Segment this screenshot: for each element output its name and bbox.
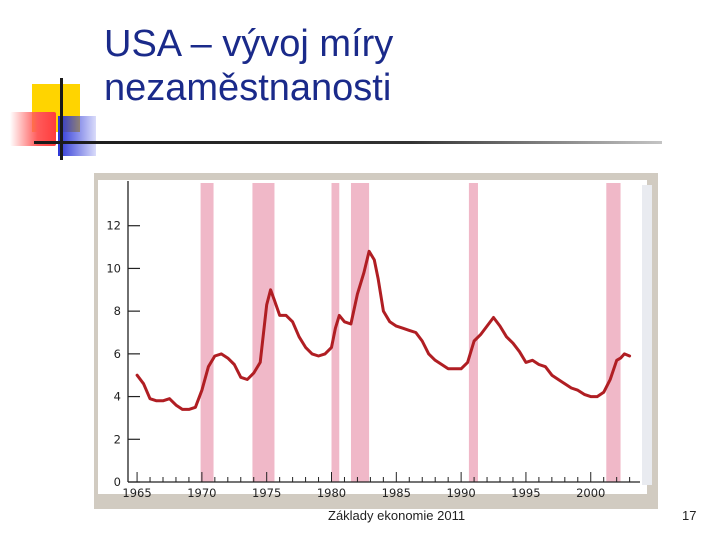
slide-footer: Základy ekonomie 2011 (328, 508, 466, 523)
y-tick-label-12: 12 (106, 219, 121, 233)
x-tick-label-1995: 1995 (511, 486, 540, 500)
decor-red-bar (10, 112, 56, 146)
plot-background (98, 180, 647, 494)
x-tick-label-2000: 2000 (576, 486, 605, 500)
y-tick-label-4: 4 (114, 390, 121, 404)
x-tick-label-1985: 1985 (382, 486, 411, 500)
recession-band-0 (200, 183, 214, 482)
y-tick-label-0: 0 (114, 475, 121, 489)
decor-vertical-line (60, 78, 63, 160)
recession-band-5 (606, 183, 621, 482)
slide-title-line-2: nezaměstnanosti (104, 67, 392, 109)
y-tick-label-2: 2 (114, 432, 121, 446)
slide-title-line-1: USA – vývoj míry (104, 23, 394, 65)
x-tick-label-1980: 1980 (317, 486, 346, 500)
x-tick-label-1970: 1970 (187, 486, 216, 500)
decor-blue-square (58, 116, 96, 156)
recession-band-3 (350, 183, 370, 482)
series-line-0 (135, 249, 632, 411)
unemployment-chart: 0 2 4 6 8 10 12 1965 1970 1975 1980 1985 1990 1995 200… (98, 180, 652, 500)
y-tick-label-8: 8 (114, 304, 121, 318)
page-number: 17 (682, 508, 697, 523)
x-tick-label-1975: 1975 (252, 486, 281, 500)
title-underline (34, 141, 662, 144)
chart-frame: 0 2 4 6 8 10 12 1965 1970 1975 1980 1985 1990 1995 200… (94, 173, 658, 509)
recession-band-4 (468, 183, 478, 482)
x-tick-label-1965: 1965 (122, 486, 151, 500)
y-tick-label-6: 6 (114, 347, 121, 361)
y-tick-label-10: 10 (106, 261, 121, 275)
x-tick-label-1990: 1990 (446, 486, 475, 500)
slide-title: USA – vývoj míry nezaměstnanosti (104, 22, 393, 110)
plot-right-edge (642, 185, 652, 485)
